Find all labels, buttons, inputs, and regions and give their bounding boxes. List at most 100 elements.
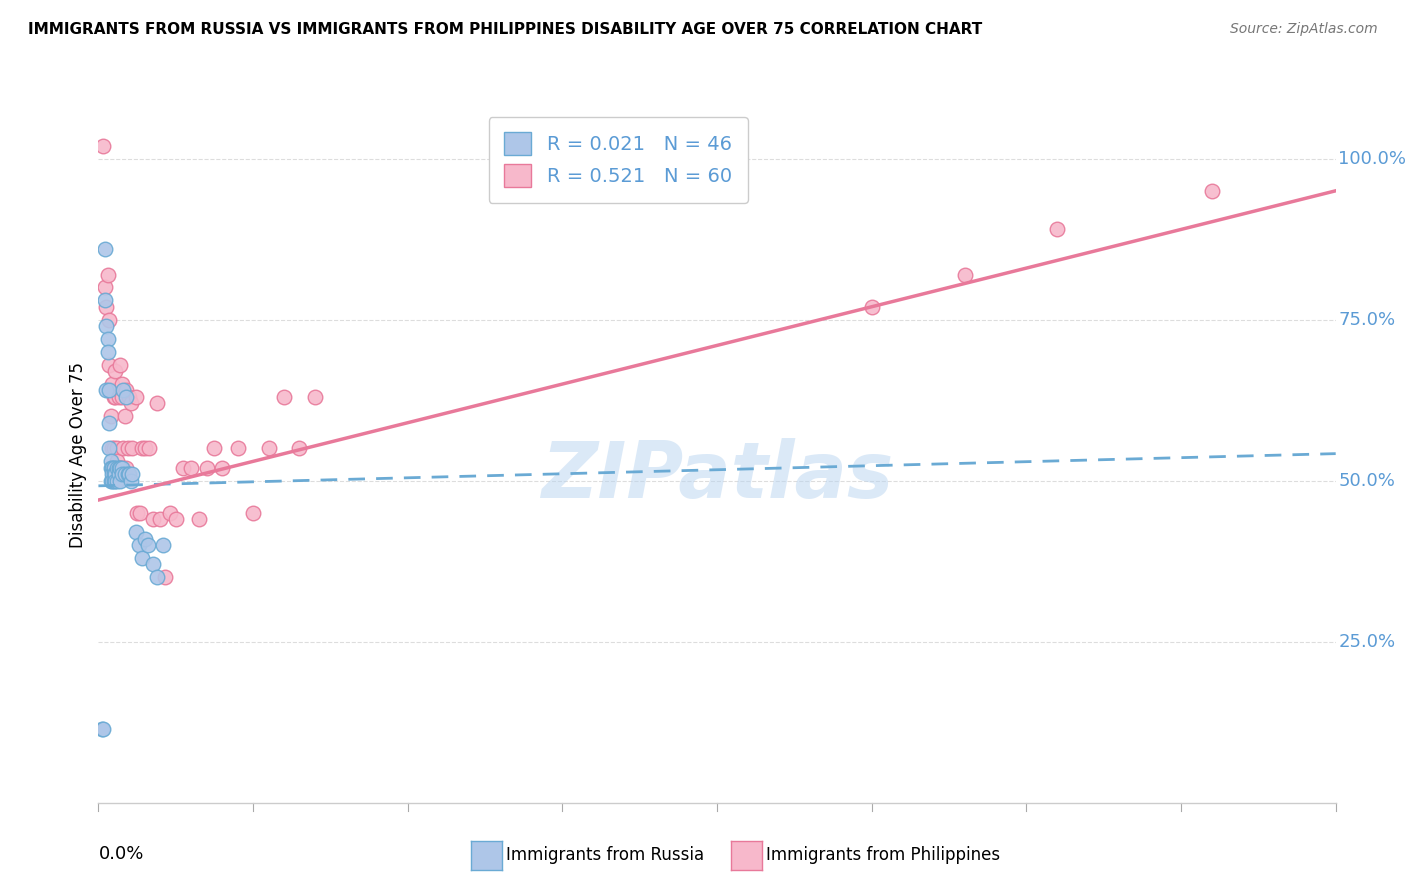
Point <box>118 390 141 404</box>
Point <box>91 722 114 736</box>
Point <box>103 460 125 475</box>
Point <box>97 344 120 359</box>
Text: IMMIGRANTS FROM RUSSIA VS IMMIGRANTS FROM PHILIPPINES DISABILITY AGE OVER 75 COR: IMMIGRANTS FROM RUSSIA VS IMMIGRANTS FRO… <box>28 22 983 37</box>
Text: Source: ZipAtlas.com: Source: ZipAtlas.com <box>1230 22 1378 37</box>
Legend: R = 0.021   N = 46, R = 0.521   N = 60: R = 0.021 N = 46, R = 0.521 N = 60 <box>488 117 748 202</box>
Text: 0.0%: 0.0% <box>98 845 143 863</box>
Point <box>117 467 139 482</box>
Point <box>273 390 295 404</box>
Point <box>115 390 138 404</box>
Point <box>112 384 135 398</box>
Point <box>97 268 120 282</box>
Point <box>124 525 146 540</box>
Point <box>112 442 135 456</box>
Point <box>121 467 143 482</box>
Point <box>1046 222 1069 236</box>
Point <box>93 293 115 308</box>
Point <box>103 442 125 456</box>
Point <box>103 460 125 475</box>
Point <box>101 442 124 456</box>
Point <box>120 396 142 410</box>
Point <box>131 551 153 566</box>
Point <box>108 358 131 372</box>
Point <box>105 460 128 475</box>
Point <box>131 442 153 456</box>
Text: Immigrants from Russia: Immigrants from Russia <box>506 847 704 864</box>
Point <box>127 506 149 520</box>
Point <box>149 512 172 526</box>
Point <box>124 390 146 404</box>
Point <box>152 538 174 552</box>
Point <box>226 442 249 456</box>
Point <box>100 460 122 475</box>
Point <box>115 460 138 475</box>
Point <box>195 460 218 475</box>
Point <box>304 390 326 404</box>
Point <box>98 312 121 326</box>
Point <box>98 442 121 456</box>
Point <box>117 442 139 456</box>
Point <box>100 409 122 424</box>
Point <box>204 442 226 456</box>
Point <box>136 538 159 552</box>
Point <box>107 460 129 475</box>
Text: 25.0%: 25.0% <box>1339 632 1395 651</box>
Point <box>134 442 156 456</box>
Point <box>98 358 121 372</box>
Point <box>134 532 156 546</box>
Point <box>98 416 121 430</box>
Point <box>242 506 264 520</box>
Point <box>146 396 169 410</box>
Point <box>108 460 131 475</box>
Point <box>103 460 125 475</box>
Point <box>115 384 138 398</box>
Point <box>129 506 152 520</box>
Text: 100.0%: 100.0% <box>1339 150 1406 168</box>
Point <box>104 390 127 404</box>
Point <box>98 384 121 398</box>
Point <box>96 300 118 314</box>
Point <box>146 570 169 584</box>
Point <box>107 390 129 404</box>
Point <box>128 538 150 552</box>
Point <box>188 512 211 526</box>
Text: 50.0%: 50.0% <box>1339 472 1395 490</box>
Point <box>100 474 122 488</box>
Point <box>953 268 976 282</box>
Point <box>112 460 135 475</box>
Point <box>105 454 128 468</box>
Point <box>114 467 136 482</box>
Point <box>101 474 124 488</box>
Point <box>159 506 181 520</box>
Point <box>118 467 141 482</box>
Point <box>103 390 125 404</box>
Point <box>138 442 160 456</box>
Point <box>141 558 165 572</box>
Point <box>90 722 112 736</box>
Text: ZIPatlas: ZIPatlas <box>541 438 893 514</box>
Point <box>121 442 143 456</box>
Point <box>105 442 128 456</box>
Point <box>96 384 118 398</box>
Point <box>120 474 142 488</box>
Point <box>111 377 132 392</box>
Point <box>104 474 127 488</box>
Point <box>108 474 131 488</box>
Point <box>111 467 132 482</box>
Point <box>860 300 883 314</box>
Point <box>100 454 122 468</box>
Point <box>101 460 124 475</box>
Text: 75.0%: 75.0% <box>1339 310 1395 328</box>
Point <box>101 467 124 482</box>
Point <box>103 467 125 482</box>
Point <box>108 460 131 475</box>
Point <box>97 332 120 346</box>
Point <box>111 390 132 404</box>
Point <box>104 467 127 482</box>
Point <box>180 460 202 475</box>
Point <box>104 364 127 378</box>
Point <box>153 570 176 584</box>
Point <box>141 512 165 526</box>
Point <box>93 242 115 256</box>
Point <box>100 384 122 398</box>
